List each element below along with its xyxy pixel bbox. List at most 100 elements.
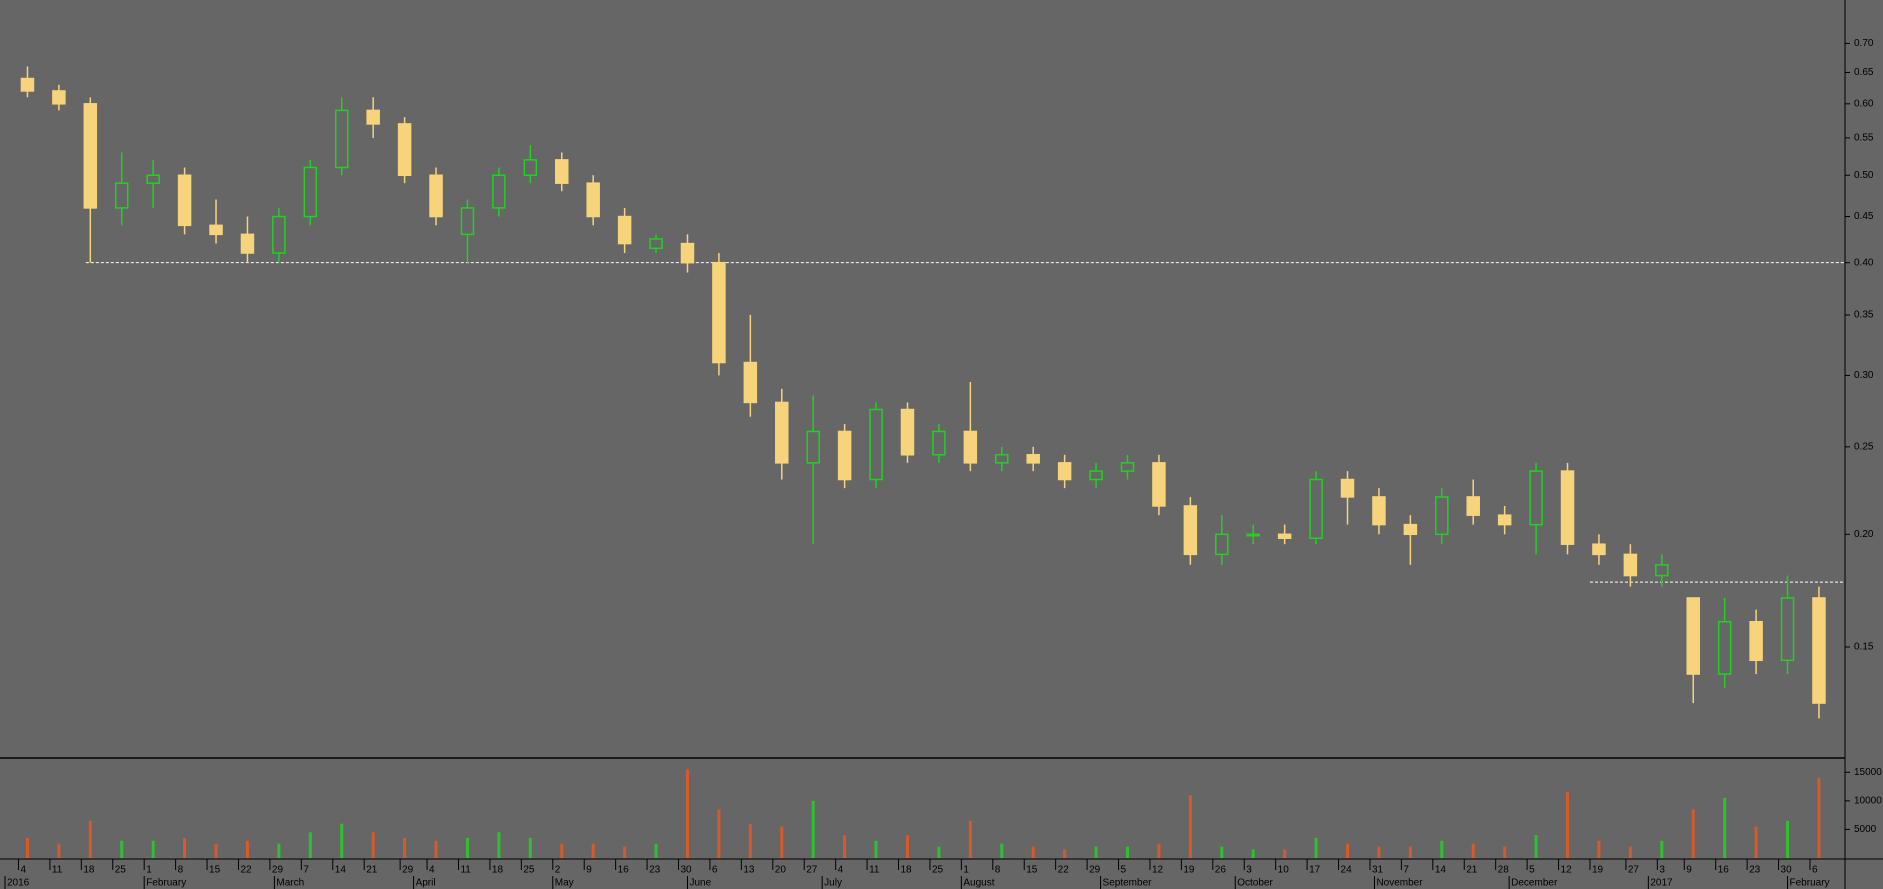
volume-bar — [1157, 843, 1161, 858]
volume-bar — [1440, 840, 1444, 858]
volume-bar — [308, 832, 312, 858]
y-tick-label: 0.15 — [1854, 642, 1874, 653]
candle-body — [460, 207, 475, 236]
y-tick-label: 0.45 — [1854, 211, 1874, 222]
x-tick-label: 31 — [1372, 865, 1384, 876]
volume-bar — [25, 838, 29, 858]
x-tick-label: 4 — [429, 865, 435, 876]
x-tick-label: 5 — [1529, 865, 1535, 876]
candle-body — [1717, 620, 1732, 675]
month-label: November — [1376, 878, 1423, 889]
candle-body — [932, 430, 946, 456]
volume-bar — [1597, 840, 1601, 858]
x-tick-label: 23 — [1749, 865, 1761, 876]
candle-body — [1655, 564, 1669, 577]
volume-bar — [1000, 843, 1004, 858]
x-tick-label: 8 — [995, 865, 1001, 876]
y-tick-label: 0.35 — [1854, 310, 1874, 321]
volume-bar — [1471, 843, 1475, 858]
candle-body — [1560, 470, 1575, 545]
x-tick-label: 16 — [1718, 865, 1730, 876]
candle-body — [366, 109, 380, 125]
month-label: February — [1790, 878, 1830, 889]
x-tick-label: 26 — [1215, 865, 1227, 876]
candle-body — [397, 123, 412, 176]
x-tick-label: 5 — [1121, 865, 1127, 876]
y-tick-label: 0.55 — [1854, 133, 1874, 144]
candle-body — [1497, 514, 1512, 526]
x-tick-label: 2 — [555, 865, 561, 876]
candle-body — [1780, 597, 1795, 662]
x-tick-label: 11 — [869, 865, 880, 876]
candle-body — [743, 361, 758, 404]
candle-body — [1277, 533, 1292, 539]
candle-body — [1623, 553, 1638, 577]
candle-body — [1340, 478, 1355, 498]
x-tick-label: 4 — [20, 865, 26, 876]
candle-body — [492, 174, 506, 209]
candle-body — [177, 174, 192, 227]
candle-body — [1372, 496, 1386, 526]
x-tick-label: 9 — [586, 865, 592, 876]
volume-bar — [623, 846, 627, 858]
volume-bar — [1534, 835, 1538, 858]
candle-body — [146, 174, 160, 184]
candle-body — [303, 166, 318, 218]
x-tick-label: 14 — [1435, 865, 1447, 876]
volume-bar — [654, 843, 658, 858]
month-label: March — [276, 878, 304, 889]
candle-body — [586, 182, 600, 218]
volume-bar — [1503, 846, 1507, 858]
y-tick-label: 10000 — [1854, 795, 1882, 806]
candle-body — [1246, 533, 1260, 537]
candle-body — [1812, 597, 1826, 704]
x-tick-label: 24 — [1341, 865, 1353, 876]
month-label: July — [824, 878, 842, 889]
candle-body — [1403, 523, 1418, 536]
volume-bar — [748, 823, 752, 858]
x-tick-label: 15 — [1026, 865, 1038, 876]
volume-bar — [57, 843, 61, 858]
volume-bar — [1754, 826, 1758, 858]
candle-body — [775, 401, 789, 464]
candle-body — [900, 408, 915, 456]
x-tick-label: 1 — [963, 865, 969, 876]
candle-body — [995, 454, 1009, 464]
volume-bar — [1094, 846, 1098, 858]
candle-body — [649, 238, 663, 250]
volume-bar — [1063, 849, 1067, 858]
x-tick-label: 1 — [146, 865, 152, 876]
x-tick-label: 18 — [83, 865, 95, 876]
candle-body — [1435, 496, 1449, 536]
candle-body — [806, 430, 820, 464]
volume-bar — [465, 838, 469, 858]
x-tick-label: 21 — [1466, 865, 1478, 876]
x-tick-label: 8 — [178, 865, 184, 876]
month-label: May — [555, 878, 574, 889]
candle-body — [712, 261, 726, 364]
month-label: 2017 — [1650, 878, 1673, 889]
candle-body — [1215, 533, 1229, 556]
volume-bar — [717, 809, 721, 858]
y-tick-label: 5000 — [1854, 824, 1877, 835]
volume-bar — [151, 840, 155, 858]
volume-bar — [1251, 849, 1255, 858]
x-tick-label: 12 — [1152, 865, 1164, 876]
volume-bar — [1786, 820, 1790, 858]
x-tick-label: 14 — [335, 865, 347, 876]
volume-bar — [1377, 846, 1381, 858]
x-tick-label: 4 — [838, 865, 844, 876]
volume-bar — [1660, 840, 1664, 858]
x-tick-label: 29 — [402, 865, 414, 876]
volume-bar — [1314, 838, 1318, 858]
candle-body — [837, 430, 852, 481]
x-tick-label: 18 — [901, 865, 913, 876]
x-tick-label: 25 — [523, 865, 535, 876]
volume-bar — [1126, 846, 1129, 858]
volume-bar — [1220, 846, 1224, 858]
candle-body — [209, 224, 223, 236]
volume-bar — [214, 843, 218, 858]
volume-bar — [277, 843, 281, 858]
